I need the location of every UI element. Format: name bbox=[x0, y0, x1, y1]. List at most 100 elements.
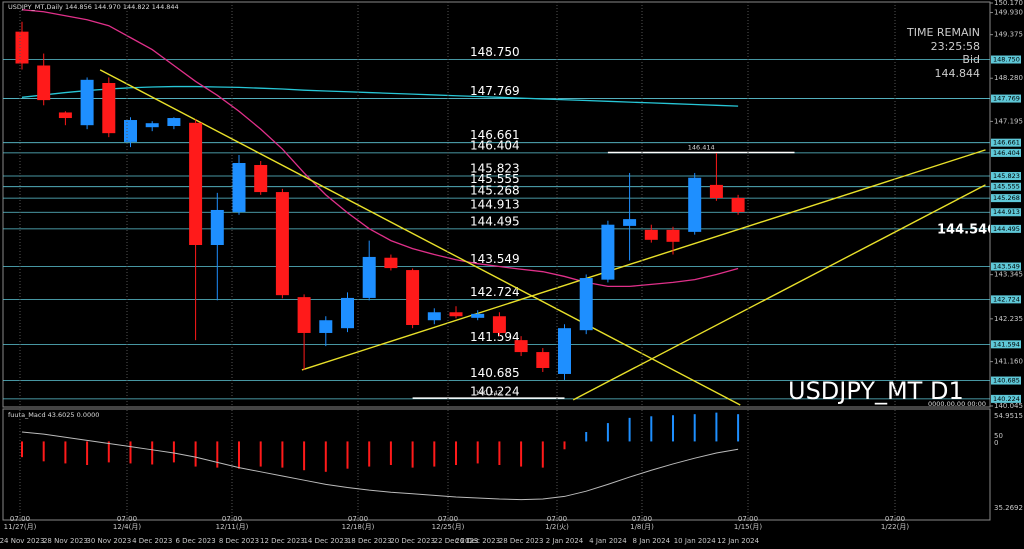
week-date-label: 12/18(月) bbox=[342, 523, 375, 531]
x-tick-label: 30 Nov 2023 bbox=[86, 537, 131, 545]
level-tag bbox=[991, 224, 1021, 233]
level-tag-label: 141.594 bbox=[993, 340, 1020, 348]
trendline bbox=[572, 184, 986, 401]
level-tag-label: 143.549 bbox=[993, 263, 1020, 271]
y-tick-label: 149.375 bbox=[994, 31, 1023, 39]
level-tag bbox=[991, 138, 1021, 147]
candle-body bbox=[471, 313, 485, 318]
candle-body bbox=[319, 320, 333, 333]
x-tick-label: 24 Nov 2023 bbox=[0, 537, 44, 545]
y-tick-label: 150.170 bbox=[994, 0, 1023, 7]
level-tag-label: 147.769 bbox=[993, 95, 1020, 103]
x-tick-label: 4 Jan 2024 bbox=[589, 537, 627, 545]
candle-body bbox=[514, 340, 528, 353]
time-remain: 23:25:58 bbox=[931, 40, 980, 53]
level-label: 143.549 bbox=[470, 252, 520, 266]
level-tag bbox=[991, 340, 1021, 349]
bid-label: Bid bbox=[962, 53, 980, 66]
marked-price-label: 140.243 bbox=[475, 389, 502, 397]
level-tag bbox=[991, 394, 1021, 403]
x-tick-label: 6 Dec 2023 bbox=[175, 537, 215, 545]
x-tick-label: 20 Dec 2023 bbox=[390, 537, 435, 545]
level-label: 142.724 bbox=[470, 285, 520, 299]
candle-body bbox=[731, 198, 745, 212]
candle-body bbox=[449, 312, 463, 317]
candle-body bbox=[558, 328, 571, 374]
level-tag-label: 140.224 bbox=[993, 395, 1020, 403]
level-tag-label: 145.555 bbox=[993, 183, 1020, 191]
candle-body bbox=[145, 123, 159, 128]
level-label: 148.750 bbox=[470, 45, 520, 59]
candle-body bbox=[37, 65, 51, 101]
x-tick-label: 10 Jan 2024 bbox=[674, 537, 717, 545]
candle-body bbox=[427, 312, 441, 321]
x-tick-label: 28 Dec 2023 bbox=[499, 537, 544, 545]
macd-scale-label: 50 bbox=[994, 432, 1003, 440]
week-date-label: 12/11(月) bbox=[216, 523, 249, 531]
candle-body bbox=[15, 31, 29, 64]
moving-average bbox=[21, 85, 739, 107]
macd-scale-label: 0 bbox=[994, 439, 998, 447]
candle-body bbox=[579, 278, 593, 331]
x-tick-label: 2 Jan 2024 bbox=[546, 537, 584, 545]
x-tick-label: 8 Jan 2024 bbox=[633, 537, 671, 545]
level-tag-label: 146.661 bbox=[993, 139, 1020, 147]
candle-body bbox=[124, 120, 137, 142]
time-label: 07:00 bbox=[348, 515, 368, 523]
level-label: 145.555 bbox=[470, 172, 520, 186]
level-tag-label: 142.724 bbox=[993, 295, 1020, 303]
candle-body bbox=[688, 177, 702, 232]
level-tag-label: 145.268 bbox=[993, 194, 1020, 202]
y-tick-label: 147.195 bbox=[994, 117, 1023, 125]
x-tick-label: 12 Jan 2024 bbox=[717, 537, 760, 545]
candle-body bbox=[189, 122, 203, 245]
y-tick-label: 149.930 bbox=[994, 9, 1023, 17]
macd-title: fuuta_Macd 43.6025 0.0000 bbox=[8, 411, 99, 419]
week-date-label: 1/2(火) bbox=[545, 523, 569, 531]
candle-body bbox=[297, 297, 311, 333]
trendline bbox=[99, 69, 741, 406]
level-label: 144.495 bbox=[470, 214, 520, 228]
level-tag-label: 140.685 bbox=[993, 377, 1020, 385]
overlay: USDJPY_MT,Daily 144.856 144.970 144.822 … bbox=[8, 3, 986, 419]
symbol-label: USDJPY_MT D1 bbox=[788, 377, 964, 405]
macd-pane bbox=[2, 408, 991, 521]
candle-body bbox=[80, 79, 94, 126]
level-label: 146.404 bbox=[470, 138, 520, 152]
level-label: 147.769 bbox=[470, 84, 520, 98]
level-tag bbox=[991, 94, 1021, 103]
level-tag bbox=[991, 295, 1021, 304]
level-tag bbox=[991, 182, 1021, 191]
y-tick-label: 140.045 bbox=[994, 402, 1023, 410]
level-tag bbox=[991, 208, 1021, 217]
level-tag bbox=[991, 194, 1021, 203]
x-tick-label: 22 Dec 2023 bbox=[434, 537, 479, 545]
candle-body bbox=[384, 257, 398, 269]
candle-body bbox=[362, 256, 376, 298]
level-label: 145.268 bbox=[470, 184, 520, 198]
candle-body bbox=[275, 192, 289, 296]
week-date-label: 1/8(月) bbox=[630, 523, 654, 531]
x-tick-label: 4 Dec 2023 bbox=[132, 537, 172, 545]
level-tag bbox=[991, 262, 1021, 271]
week-date-label: 12/25(月) bbox=[432, 523, 465, 531]
x-tick-label: 8 Dec 2023 bbox=[219, 537, 259, 545]
candle-body bbox=[536, 352, 550, 368]
time-label: 07:00 bbox=[10, 515, 30, 523]
candle-body bbox=[666, 229, 680, 242]
time-label: 07:00 bbox=[222, 515, 242, 523]
trendline bbox=[301, 149, 986, 371]
y-tick-label: 141.160 bbox=[994, 358, 1023, 366]
candle-body bbox=[601, 224, 615, 280]
y-tick-label: 148.280 bbox=[994, 74, 1023, 82]
level-tag-label: 144.913 bbox=[993, 208, 1020, 216]
level-tag-label: 145.823 bbox=[993, 172, 1020, 180]
marked-price-label: 146.414 bbox=[688, 143, 715, 151]
level-label: 144.913 bbox=[470, 198, 520, 212]
server-time: 0000.00.00 00:00 bbox=[928, 400, 986, 408]
week-date-label: 11/27(月) bbox=[4, 523, 37, 531]
time-label: 07:00 bbox=[438, 515, 458, 523]
level-tag bbox=[991, 55, 1021, 64]
time-remain-label: TIME REMAIN bbox=[906, 26, 980, 39]
